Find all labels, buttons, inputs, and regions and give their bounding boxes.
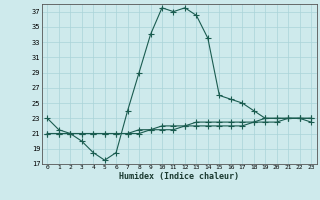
X-axis label: Humidex (Indice chaleur): Humidex (Indice chaleur) (119, 172, 239, 181)
